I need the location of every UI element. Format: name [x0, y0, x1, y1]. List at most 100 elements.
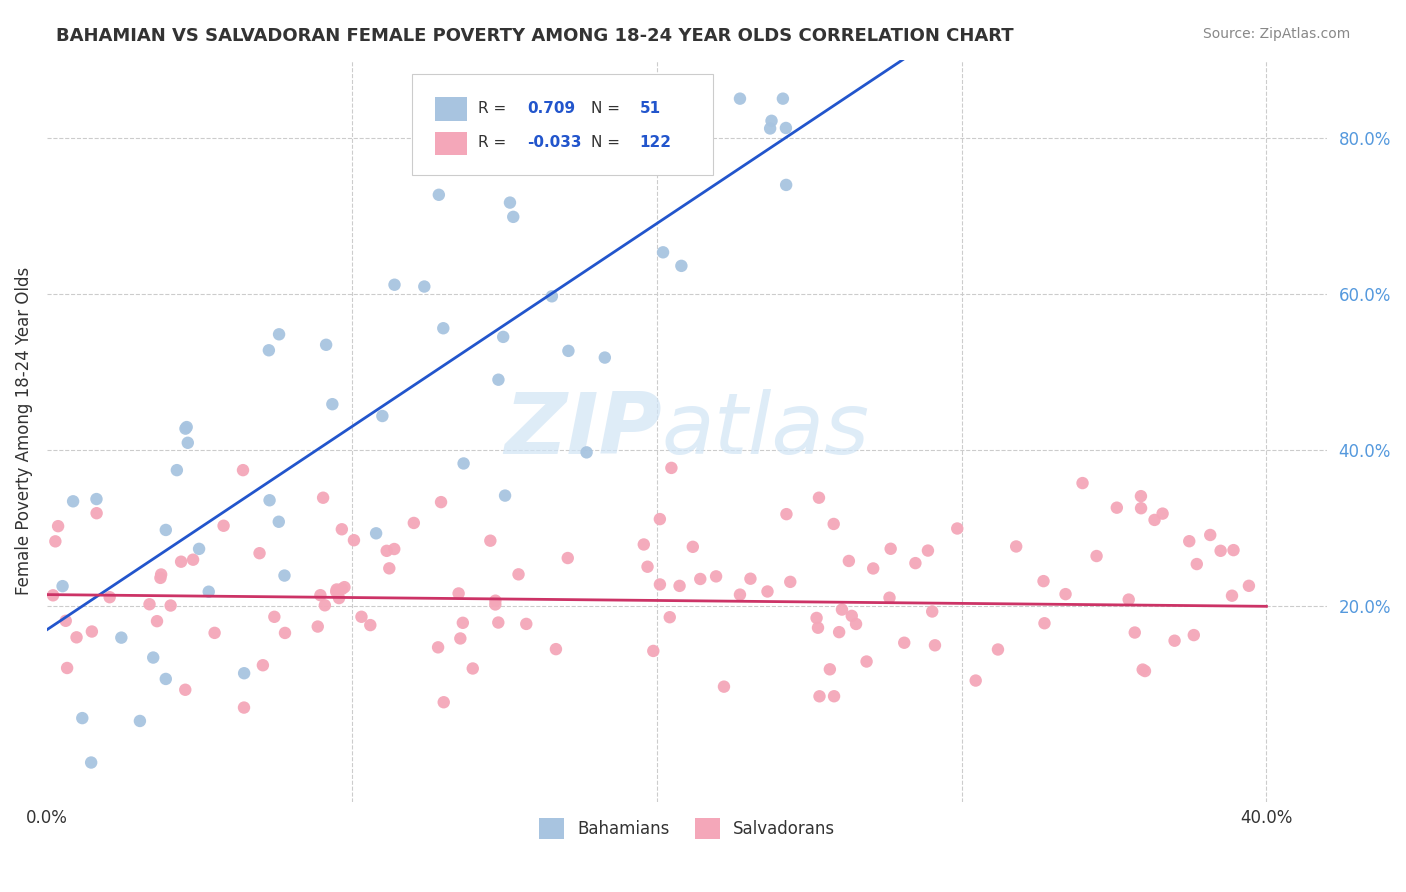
Point	[309, 588, 332, 602]
Point	[515, 616, 537, 631]
Text: 40.0%: 40.0%	[1240, 809, 1292, 828]
Point	[427, 187, 450, 202]
Text: Source: ZipAtlas.com: Source: ZipAtlas.com	[1202, 27, 1350, 41]
Point	[823, 690, 845, 704]
Point	[761, 113, 783, 128]
Point	[728, 92, 751, 106]
Point	[807, 621, 830, 635]
Point	[56, 661, 79, 675]
Point	[838, 554, 860, 568]
Text: ZIP: ZIP	[503, 389, 662, 472]
FancyBboxPatch shape	[434, 97, 467, 121]
Text: atlas: atlas	[662, 389, 869, 472]
Point	[150, 567, 173, 582]
Point	[488, 373, 510, 387]
Point	[366, 526, 388, 541]
Text: R =: R =	[478, 136, 506, 150]
Point	[575, 445, 598, 459]
Point	[1222, 543, 1244, 558]
Point	[382, 541, 405, 556]
Point	[775, 120, 797, 135]
Text: 0.709: 0.709	[527, 101, 575, 116]
Point	[432, 321, 454, 335]
Point	[544, 642, 567, 657]
Point	[98, 591, 121, 605]
Point	[557, 343, 579, 358]
Point	[637, 559, 659, 574]
Point	[1143, 513, 1166, 527]
Point	[921, 605, 943, 619]
Point	[330, 522, 353, 536]
Point	[375, 544, 398, 558]
Point	[652, 245, 675, 260]
Point	[249, 546, 271, 560]
FancyBboxPatch shape	[434, 132, 467, 155]
Point	[314, 599, 336, 613]
Point	[44, 534, 66, 549]
Point	[80, 624, 103, 639]
Point	[321, 397, 343, 411]
Point	[862, 561, 884, 575]
Point	[86, 506, 108, 520]
Point	[658, 610, 681, 624]
Point	[807, 491, 830, 505]
Point	[149, 571, 172, 585]
Point	[508, 567, 530, 582]
Point	[484, 598, 506, 612]
Point	[879, 541, 901, 556]
Point	[159, 599, 181, 613]
Point	[713, 680, 735, 694]
Point	[486, 615, 509, 630]
Point	[1132, 663, 1154, 677]
Point	[779, 574, 801, 589]
Point	[696, 133, 718, 147]
Point	[453, 457, 475, 471]
Point	[176, 420, 198, 434]
Point	[188, 541, 211, 556]
Point	[689, 572, 711, 586]
Point	[62, 494, 84, 508]
Point	[806, 611, 828, 625]
Point	[1178, 534, 1201, 549]
Point	[359, 618, 381, 632]
Point	[197, 584, 219, 599]
Point	[72, 711, 94, 725]
Point	[879, 591, 901, 605]
Point	[233, 700, 256, 714]
Point	[42, 588, 65, 602]
Point	[252, 658, 274, 673]
Point	[1071, 476, 1094, 491]
Point	[315, 338, 337, 352]
Point	[831, 602, 853, 616]
Point	[1199, 528, 1222, 542]
Point	[343, 533, 366, 548]
Point	[499, 195, 522, 210]
Point	[845, 617, 868, 632]
Point	[427, 640, 450, 655]
Point	[1163, 633, 1185, 648]
Point	[648, 512, 671, 526]
Point	[86, 491, 108, 506]
Point	[987, 642, 1010, 657]
Point	[155, 672, 177, 686]
Point	[633, 537, 655, 551]
Point	[494, 489, 516, 503]
Point	[479, 533, 502, 548]
Point	[1054, 587, 1077, 601]
Point	[1032, 574, 1054, 588]
Point	[492, 330, 515, 344]
Point	[328, 591, 350, 606]
Text: N =: N =	[591, 136, 620, 150]
Point	[775, 178, 797, 192]
Point	[274, 626, 297, 640]
Point	[166, 463, 188, 477]
Point	[177, 435, 200, 450]
Point	[648, 577, 671, 591]
Point	[818, 662, 841, 676]
Point	[138, 597, 160, 611]
Point	[46, 519, 69, 533]
Point	[384, 277, 406, 292]
Point	[267, 515, 290, 529]
Point	[1085, 549, 1108, 563]
Point	[1005, 540, 1028, 554]
